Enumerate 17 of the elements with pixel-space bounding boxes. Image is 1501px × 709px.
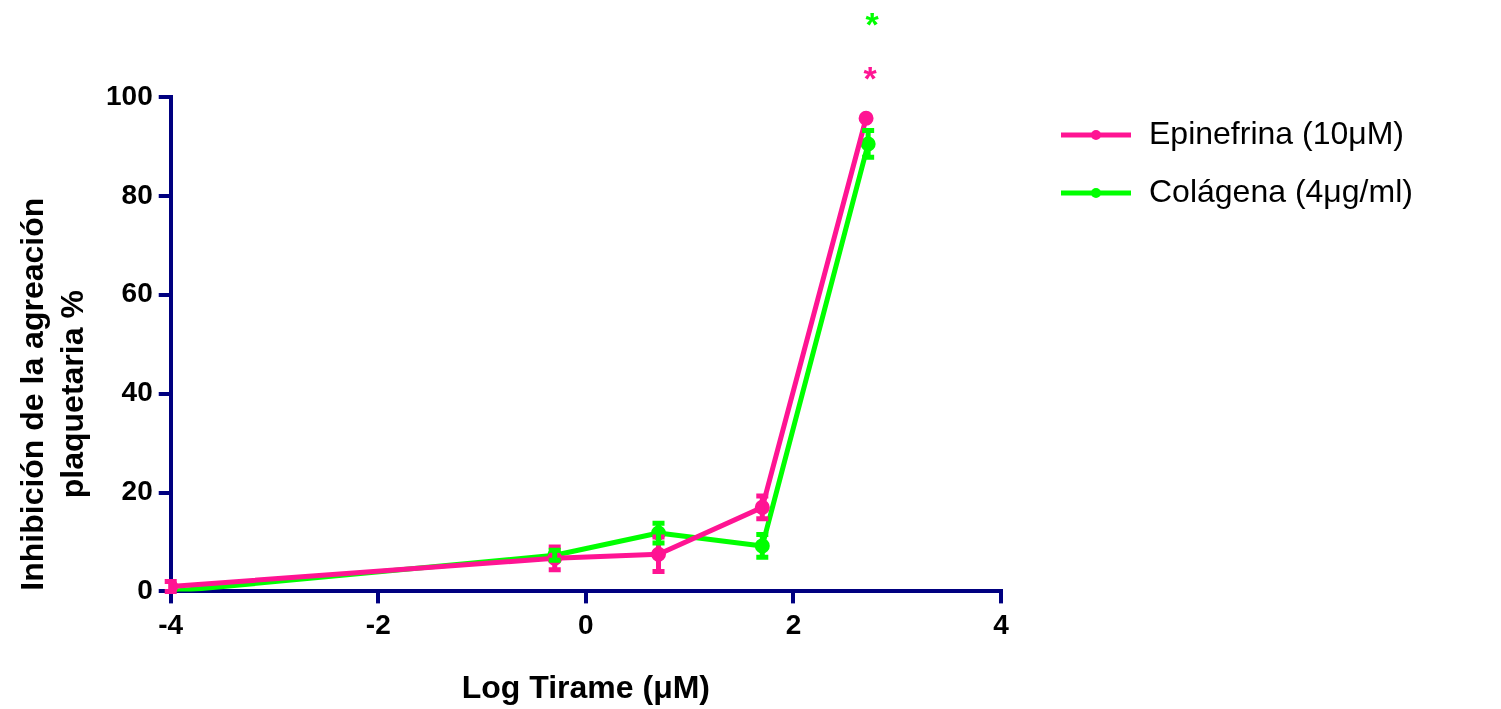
- y-axis-title: Inhibición de la agreación plaquetaria %: [13, 197, 90, 591]
- x-axis-title: Log Tirame (μM): [461, 668, 711, 705]
- y-tick-label: 60: [121, 277, 153, 309]
- legend-label: Epinefrina (10μM): [1149, 114, 1404, 151]
- x-tick-label: -2: [365, 608, 391, 640]
- y-tick-label: 0: [137, 574, 153, 606]
- y-tick-label: 40: [121, 376, 153, 408]
- y-tick-label: 100: [106, 79, 153, 111]
- x-tick-label: -4: [158, 608, 184, 640]
- annotation: *: [863, 59, 878, 98]
- x-tick-label: 0: [578, 608, 594, 640]
- y-tick-label: 80: [121, 178, 153, 210]
- text: *: [865, 5, 880, 44]
- x-tick-label: 4: [993, 608, 1010, 640]
- legend-label: Colágena (4μg/ml): [1149, 172, 1413, 209]
- x-tick-label: 2: [785, 608, 802, 640]
- y-tick-label: 20: [121, 475, 153, 507]
